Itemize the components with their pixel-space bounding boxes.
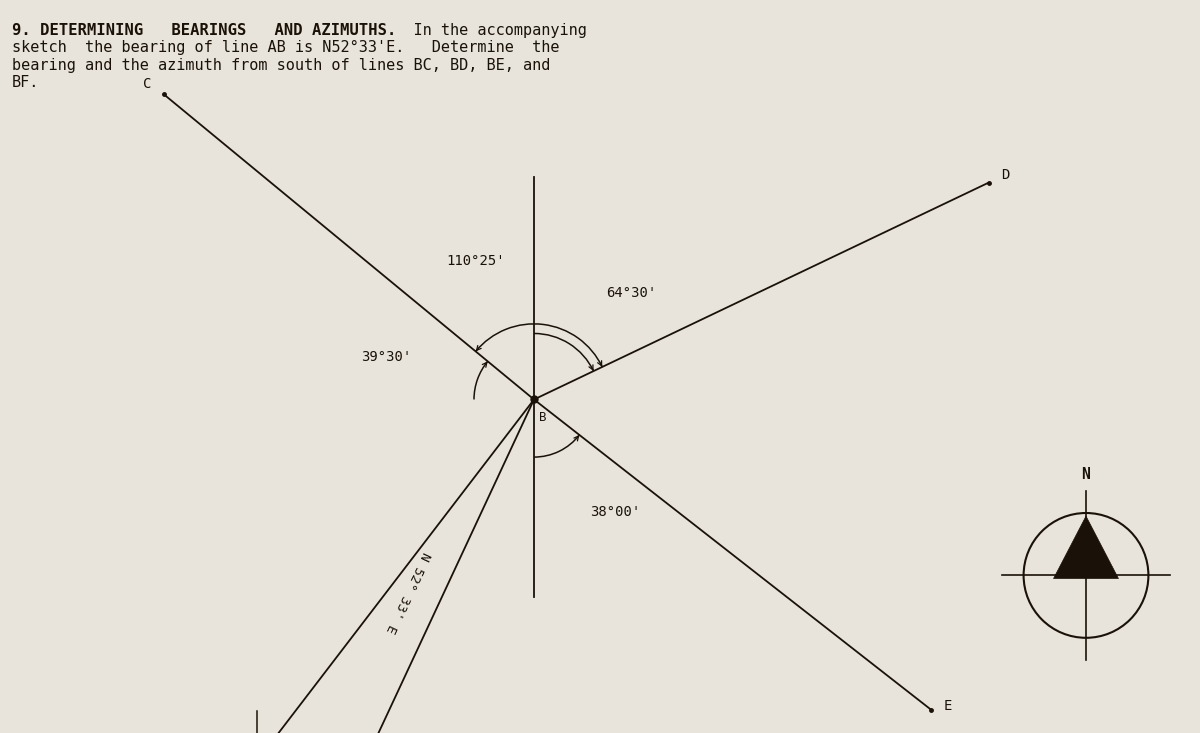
Text: 38°00': 38°00' xyxy=(590,505,641,519)
Text: B: B xyxy=(539,411,546,424)
Text: C: C xyxy=(143,77,151,91)
Text: N: N xyxy=(1081,467,1091,482)
Text: In the accompanying
sketch  the bearing of line AB is N52°33'E.   Determine  the: In the accompanying sketch the bearing o… xyxy=(12,23,587,90)
Text: 110°25': 110°25' xyxy=(446,254,505,268)
Text: 39°30': 39°30' xyxy=(361,350,412,364)
Polygon shape xyxy=(1054,516,1118,578)
Text: E: E xyxy=(943,699,952,712)
Text: 9. DETERMINING   BEARINGS   AND AZIMUTHS.: 9. DETERMINING BEARINGS AND AZIMUTHS. xyxy=(12,23,396,38)
Text: D: D xyxy=(1001,168,1009,182)
Text: N 52° 33' E: N 52° 33' E xyxy=(383,550,432,636)
Text: 64°30': 64°30' xyxy=(606,286,656,300)
